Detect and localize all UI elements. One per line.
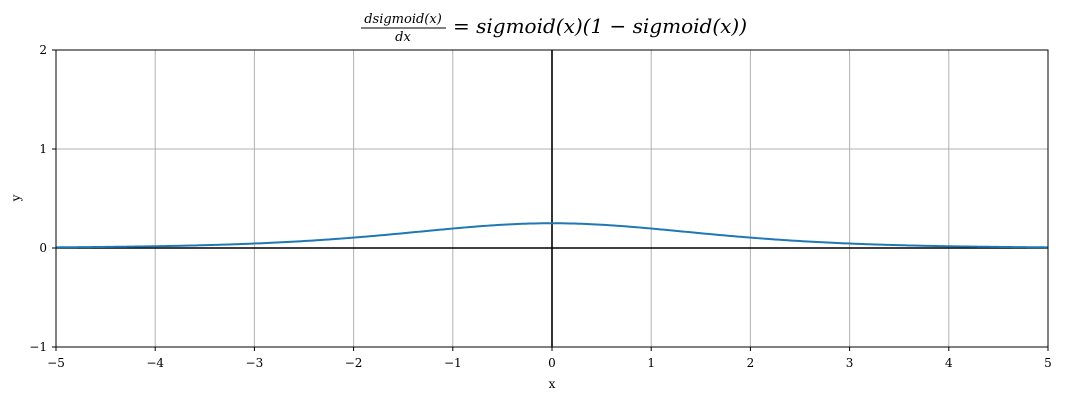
x-tick-label: 4 [945,356,953,370]
x-tick-label: −4 [146,356,164,370]
x-tick-label: −3 [246,356,264,370]
y-tick-label: −1 [29,340,47,354]
x-tick-label: −1 [444,356,462,370]
x-ticks: −5 −4 −3 −2 −1 0 1 2 3 4 5 [47,347,1052,370]
x-axis-label: x [549,377,556,391]
x-tick-label: 3 [846,356,854,370]
y-axis-label: y [9,194,23,202]
x-tick-label: 5 [1044,356,1052,370]
x-tick-label: 0 [548,356,556,370]
series-line-0 [55,222,1049,249]
y-tick-label: 2 [39,43,47,57]
x-tick-label: −2 [345,356,363,370]
y-tick-label: 0 [39,241,47,255]
title-rhs: = sigmoid(x)(1 − sigmoid(x)) [453,14,747,38]
x-tick-label: 1 [647,356,655,370]
x-tick-label: 2 [747,356,755,370]
title-numerator: dsigmoid(x) [364,12,442,27]
y-tick-label: 1 [39,142,47,156]
title-denominator: dx [395,30,411,45]
zero-axes [56,50,1048,347]
chart-title: dsigmoid(x) dx = sigmoid(x)(1 − sigmoid(… [361,12,747,45]
series-layer [55,222,1049,249]
y-ticks: −1 0 1 2 [29,43,56,354]
x-tick-label: −5 [47,356,65,370]
